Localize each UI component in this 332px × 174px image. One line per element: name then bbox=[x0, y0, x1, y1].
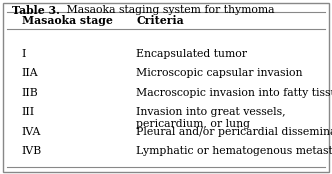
Text: IIA: IIA bbox=[22, 68, 38, 78]
Text: Criteria: Criteria bbox=[136, 15, 184, 26]
Text: Table 3.: Table 3. bbox=[12, 5, 59, 16]
Text: Invasion into great vessels,
pericardium, or lung: Invasion into great vessels, pericardium… bbox=[136, 107, 286, 129]
Text: Pleural and/or pericardial dissemination: Pleural and/or pericardial dissemination bbox=[136, 127, 332, 137]
Text: IVA: IVA bbox=[22, 127, 41, 137]
Text: III: III bbox=[22, 107, 35, 117]
Text: IIB: IIB bbox=[22, 88, 38, 98]
Text: I: I bbox=[22, 49, 26, 59]
Text: Macroscopic invasion into fatty tissue: Macroscopic invasion into fatty tissue bbox=[136, 88, 332, 98]
Text: Lymphatic or hematogenous metastases: Lymphatic or hematogenous metastases bbox=[136, 146, 332, 156]
Text: Masaoka staging system for thymoma: Masaoka staging system for thymoma bbox=[63, 5, 275, 15]
Text: IVB: IVB bbox=[22, 146, 42, 156]
Text: Masaoka stage: Masaoka stage bbox=[22, 15, 113, 26]
Text: Encapsulated tumor: Encapsulated tumor bbox=[136, 49, 247, 59]
Text: Microscopic capsular invasion: Microscopic capsular invasion bbox=[136, 68, 303, 78]
